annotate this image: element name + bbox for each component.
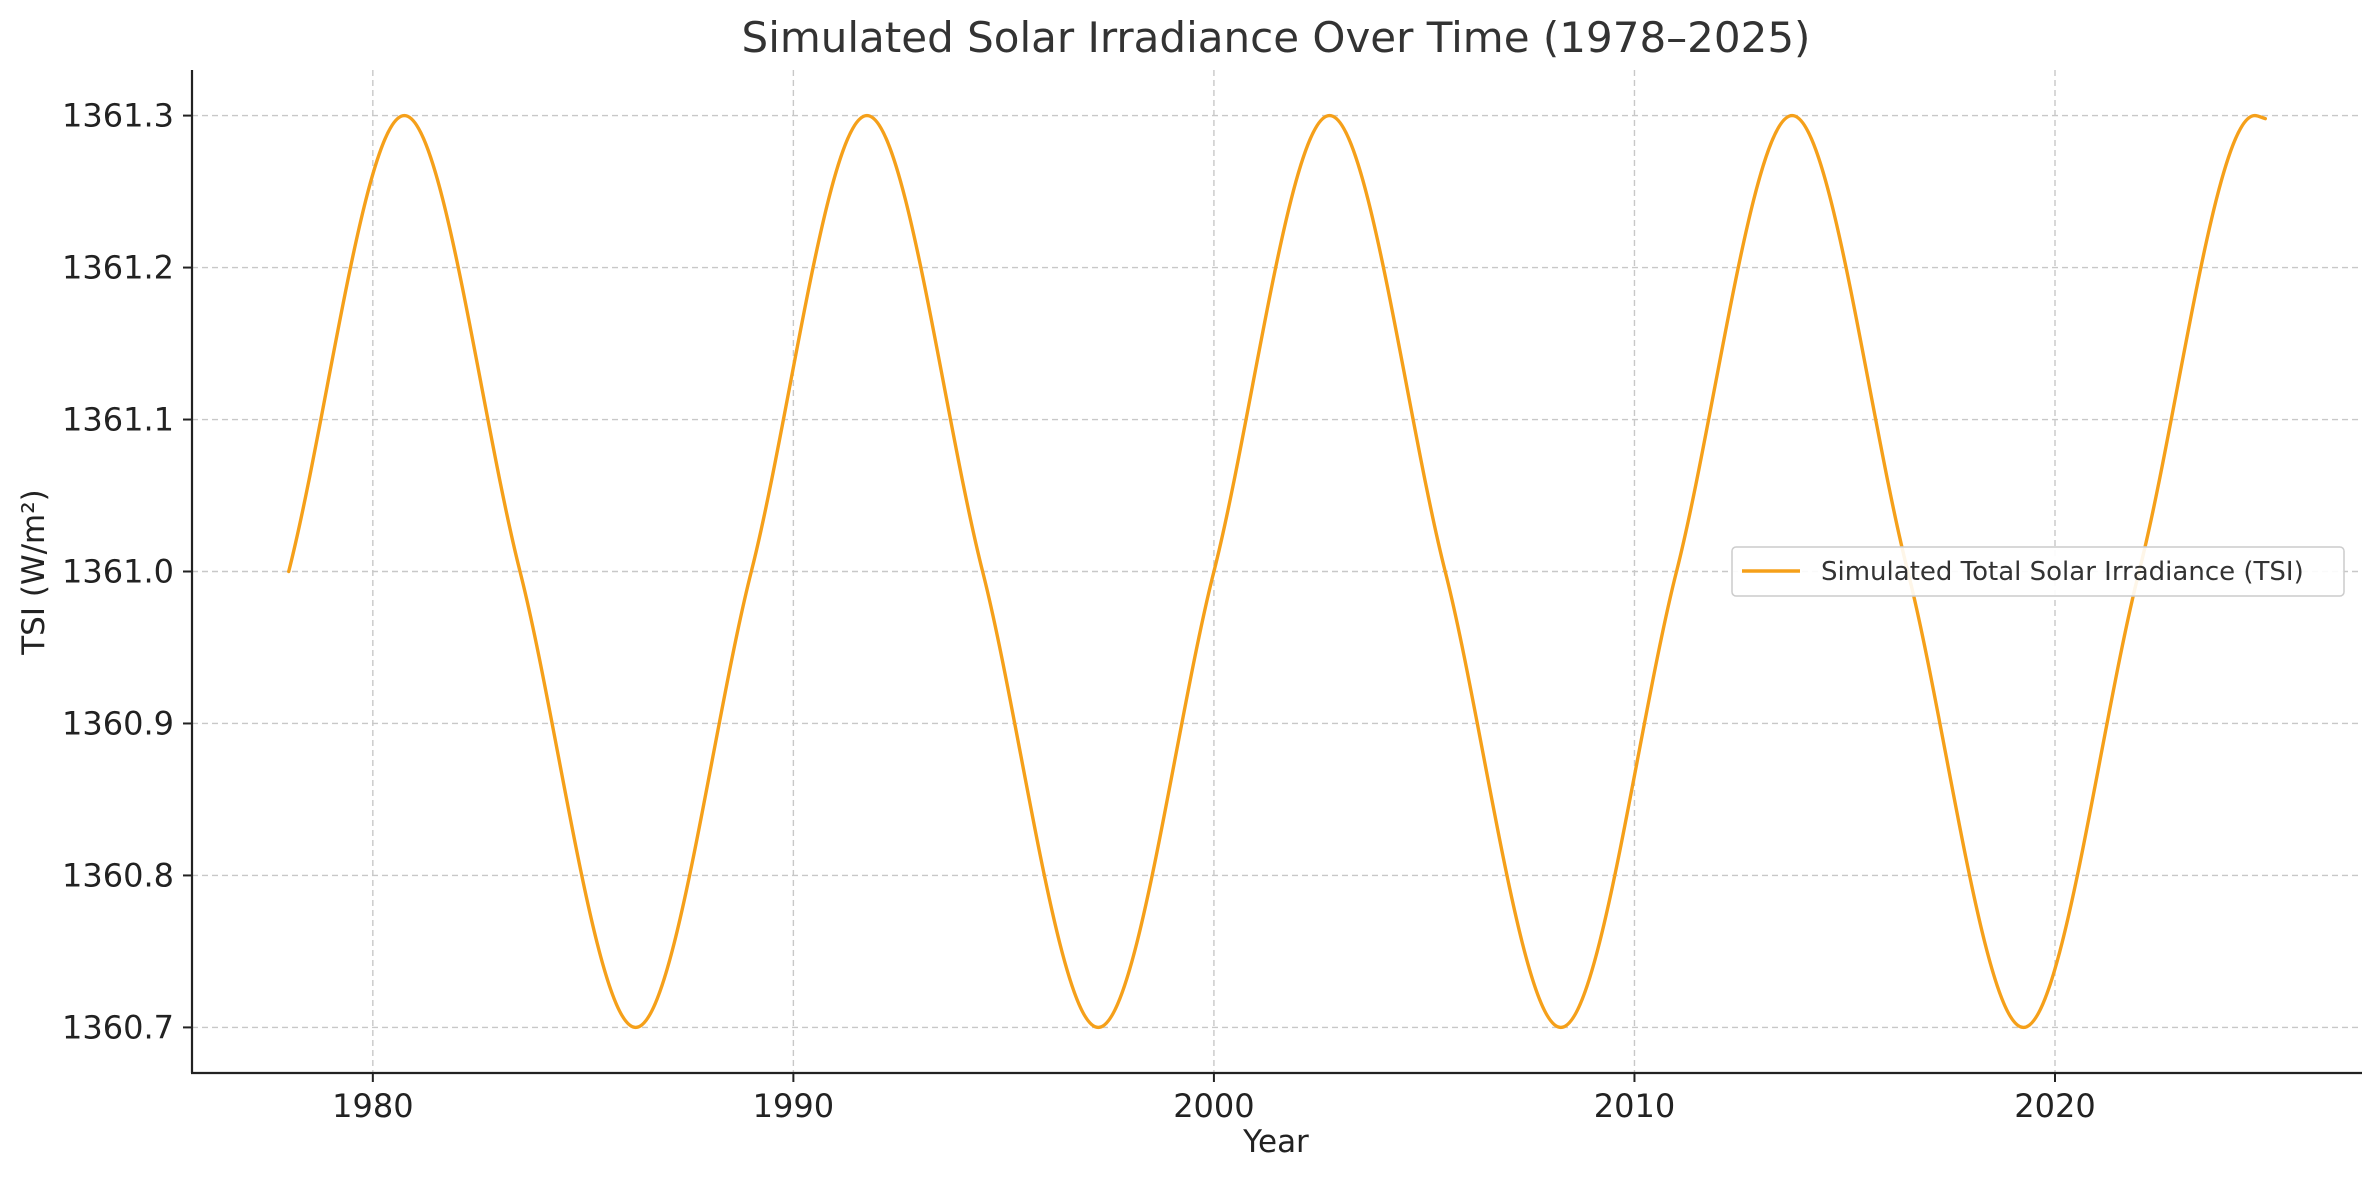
- y-tick-label: 1361.3: [62, 97, 174, 135]
- x-tick-label: 2000: [1173, 1087, 1254, 1125]
- x-tick-label: 2020: [2014, 1087, 2095, 1125]
- legend: Simulated Total Solar Irradiance (TSI): [1731, 546, 2345, 597]
- x-tick-label: 2010: [1594, 1087, 1675, 1125]
- chart-title: Simulated Solar Irradiance Over Time (19…: [742, 13, 1811, 62]
- y-axis-label: TSI (W/m²): [16, 489, 52, 656]
- y-tick-label: 1361.0: [62, 553, 174, 591]
- x-tick-label: 1980: [332, 1087, 413, 1125]
- y-tick-label: 1360.8: [62, 856, 174, 894]
- x-axis-label: Year: [1242, 1124, 1309, 1160]
- grid: [192, 70, 2362, 1073]
- y-tick-label: 1361.1: [62, 401, 174, 439]
- y-tick-label: 1361.2: [62, 249, 174, 287]
- x-tick-label: 1990: [753, 1087, 834, 1125]
- legend-entry-tsi: Simulated Total Solar Irradiance (TSI): [1821, 557, 2304, 587]
- series-line-tsi: [287, 113, 2267, 1030]
- y-tick-label: 1360.7: [62, 1008, 174, 1046]
- axis-ticks: 1980 1990 2000 2010 2020 1360.7 1360.8 1360.9 13…: [62, 97, 2096, 1125]
- y-tick-label: 1360.9: [62, 704, 174, 742]
- legend-frame: [1731, 546, 2345, 597]
